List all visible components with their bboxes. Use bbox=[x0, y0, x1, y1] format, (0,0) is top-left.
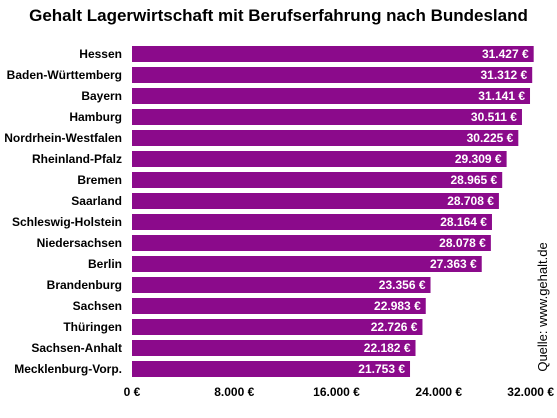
x-tick-label: 24.000 € bbox=[415, 385, 462, 399]
value-label: 28.078 € bbox=[439, 236, 486, 250]
bar bbox=[132, 235, 491, 251]
category-label: Mecklenburg-Vorp. bbox=[14, 362, 122, 376]
category-label: Thüringen bbox=[63, 320, 122, 334]
bar bbox=[132, 277, 431, 293]
bar bbox=[132, 319, 423, 335]
bar bbox=[132, 340, 416, 356]
bar bbox=[132, 298, 426, 314]
chart-title: Gehalt Lagerwirtschaft mit Berufserfahru… bbox=[29, 6, 528, 25]
value-label: 22.983 € bbox=[374, 299, 421, 313]
bar bbox=[132, 214, 492, 230]
bar bbox=[132, 193, 499, 209]
value-label: 31.312 € bbox=[480, 68, 527, 82]
bar bbox=[132, 130, 519, 146]
category-label: Bayern bbox=[81, 89, 122, 103]
source-label: Quelle: www.gehalt.de bbox=[535, 242, 550, 371]
x-tick-label: 8.000 € bbox=[214, 385, 254, 399]
value-label: 29.309 € bbox=[455, 152, 502, 166]
category-label: Hessen bbox=[79, 47, 122, 61]
category-label: Sachsen-Anhalt bbox=[31, 341, 122, 355]
bar bbox=[132, 151, 507, 167]
value-label: 23.356 € bbox=[379, 278, 426, 292]
bar bbox=[132, 67, 533, 83]
value-labels: 31.427 € 31.312 € 31.141 € 30.511 € 30.225 €… bbox=[358, 47, 529, 376]
value-label: 28.164 € bbox=[440, 215, 487, 229]
value-label: 28.965 € bbox=[450, 173, 497, 187]
bar bbox=[132, 46, 534, 62]
x-axis-ticks: 0 € 8.000 € 16.000 € 24.000 € 32.000 € bbox=[124, 385, 555, 399]
category-labels: Hessen Baden-Württemberg Bayern Hamburg Nord… bbox=[4, 47, 122, 376]
category-label: Berlin bbox=[88, 257, 122, 271]
x-tick-label: 16.000 € bbox=[313, 385, 360, 399]
category-label: Niedersachsen bbox=[37, 236, 122, 250]
value-label: 31.427 € bbox=[482, 47, 529, 61]
category-label: Hamburg bbox=[69, 110, 122, 124]
bars-layer bbox=[132, 46, 534, 377]
category-label: Bremen bbox=[77, 173, 122, 187]
category-label: Baden-Württemberg bbox=[7, 68, 122, 82]
x-tick-label: 0 € bbox=[124, 385, 141, 399]
bar bbox=[132, 361, 411, 377]
value-label: 21.753 € bbox=[358, 362, 405, 376]
category-label: Sachsen bbox=[73, 299, 122, 313]
category-label: Saarland bbox=[71, 194, 122, 208]
bar bbox=[132, 88, 531, 104]
category-label: Rheinland-Pfalz bbox=[32, 152, 122, 166]
value-label: 30.511 € bbox=[471, 110, 517, 124]
bar bbox=[132, 256, 482, 272]
category-label: Schleswig-Holstein bbox=[12, 215, 122, 229]
category-label: Nordrhein-Westfalen bbox=[4, 131, 122, 145]
category-label: Brandenburg bbox=[47, 278, 122, 292]
value-label: 30.225 € bbox=[467, 131, 514, 145]
x-tick-label: 32.000 € bbox=[507, 385, 554, 399]
value-label: 27.363 € bbox=[430, 257, 477, 271]
bar bbox=[132, 172, 503, 188]
value-label: 22.182 € bbox=[364, 341, 411, 355]
bar bbox=[132, 109, 522, 125]
value-label: 31.141 € bbox=[478, 89, 525, 103]
value-label: 22.726 € bbox=[371, 320, 418, 334]
value-label: 28.708 € bbox=[447, 194, 494, 208]
